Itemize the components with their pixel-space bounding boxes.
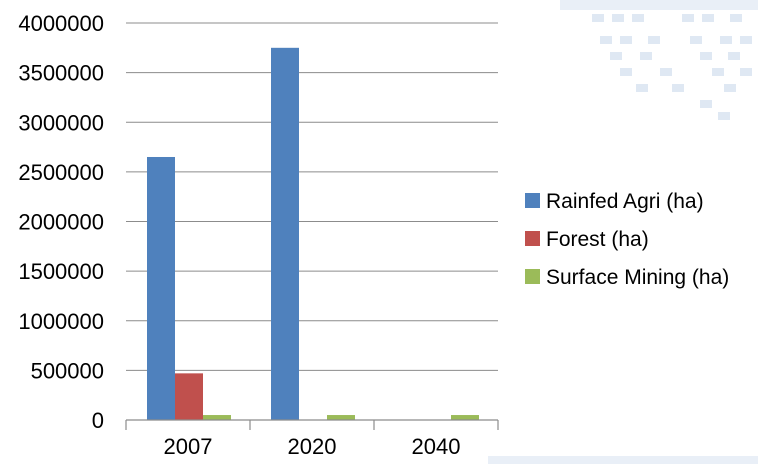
- background-decoration: [488, 0, 758, 464]
- legend-label: Surface Mining (ha): [546, 266, 729, 289]
- bars: [147, 47, 479, 421]
- y-tick-label: 3500000: [18, 61, 104, 86]
- y-tick-label: 3000000: [18, 110, 104, 135]
- x-tick-label: 2020: [288, 434, 337, 459]
- y-tick-label: 2000000: [18, 210, 104, 235]
- y-tick-label: 0: [92, 408, 104, 433]
- y-tick-label: 500000: [31, 358, 104, 383]
- bar-rainfed-agri-ha-2007: [147, 156, 175, 421]
- bar-surface-mining-ha-2020: [327, 415, 355, 420]
- x-tick-label: 2007: [164, 434, 213, 459]
- bar-surface-mining-ha-2007: [203, 415, 231, 420]
- x-axis-ticks: 2007 2020 2040: [164, 434, 461, 459]
- y-tick-label: 4000000: [18, 11, 104, 36]
- y-axis-ticks: 0 500000 1000000 1500000 2000000 2500000 30000…: [18, 11, 104, 433]
- y-tick-label: 1500000: [18, 259, 104, 284]
- bar-rainfed-agri-ha-2020: [271, 47, 299, 420]
- y-tick-label: 1000000: [18, 309, 104, 334]
- legend-label: Forest (ha): [546, 228, 649, 251]
- legend: Rainfed Agri (ha) Forest (ha) Surface Mini…: [525, 190, 729, 289]
- bar-forest-ha-2007: [175, 373, 203, 420]
- legend-swatch: [525, 269, 540, 284]
- bar-surface-mining-ha-2040: [451, 415, 479, 420]
- x-axis: [125, 419, 499, 430]
- legend-label: Rainfed Agri (ha): [546, 190, 704, 213]
- y-tick-label: 2500000: [18, 160, 104, 185]
- legend-swatch: [525, 193, 540, 208]
- legend-swatch: [525, 231, 540, 246]
- gridlines: [126, 22, 498, 371]
- x-tick-label: 2040: [412, 434, 461, 459]
